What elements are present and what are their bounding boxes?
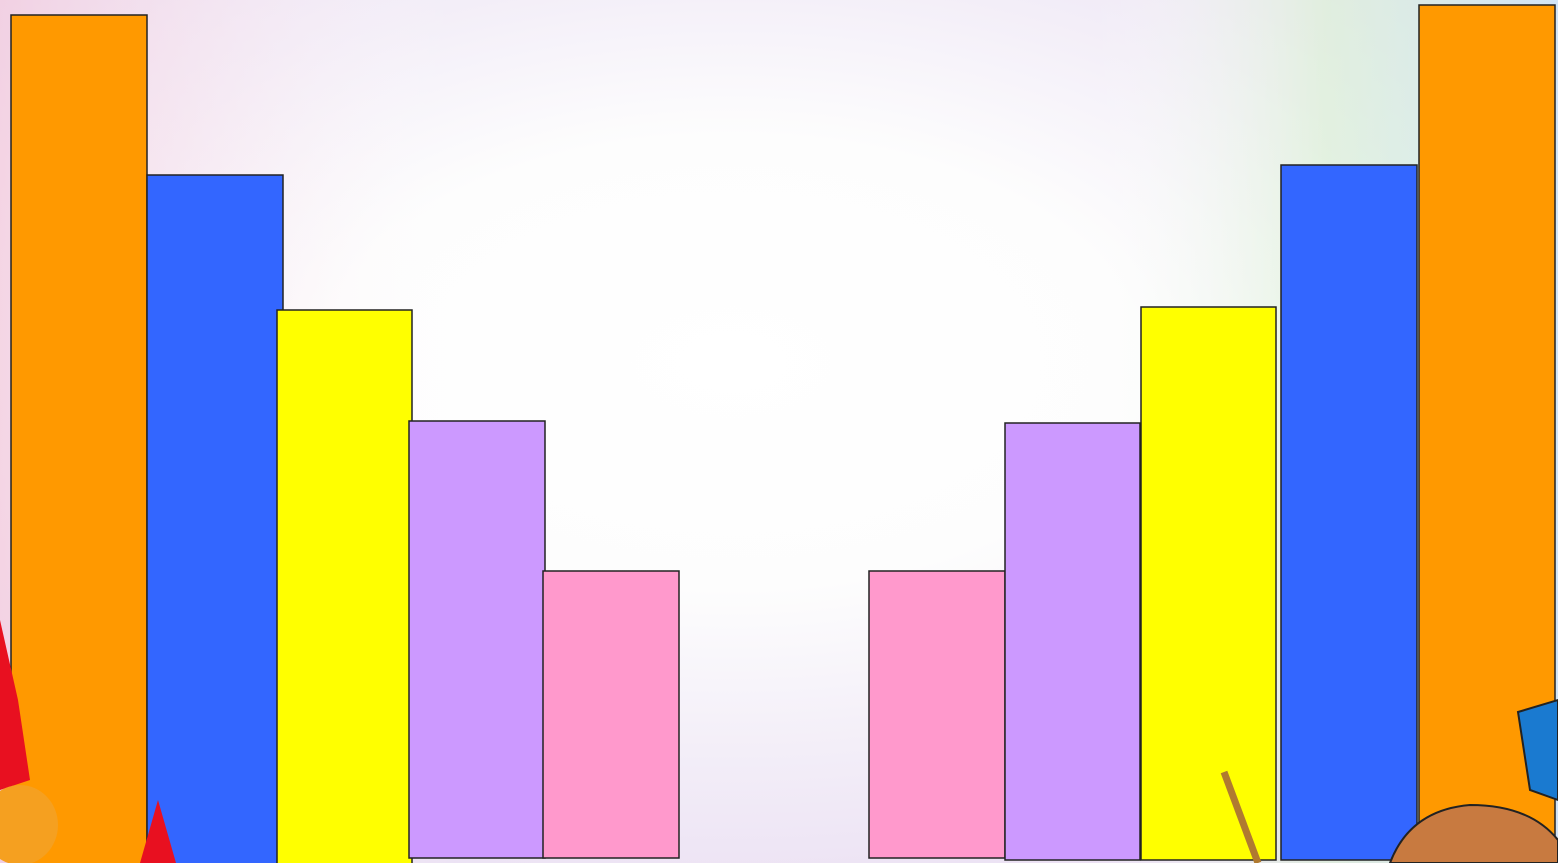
blue-block	[1280, 164, 1418, 861]
decoration-stick	[1220, 770, 1262, 863]
purple-block	[1004, 422, 1141, 861]
purple-block	[408, 420, 546, 859]
yellow-block	[1140, 306, 1277, 861]
orange-block	[10, 14, 148, 863]
decoration-character	[1388, 803, 1558, 863]
blue-block	[146, 174, 284, 863]
decoration-cone	[0, 620, 30, 790]
pink-block	[868, 570, 1006, 859]
decoration-toy	[0, 785, 58, 863]
decoration-cone	[140, 800, 176, 863]
yellow-block	[276, 309, 413, 863]
decoration-hat	[1516, 698, 1558, 802]
pink-block	[542, 570, 680, 859]
